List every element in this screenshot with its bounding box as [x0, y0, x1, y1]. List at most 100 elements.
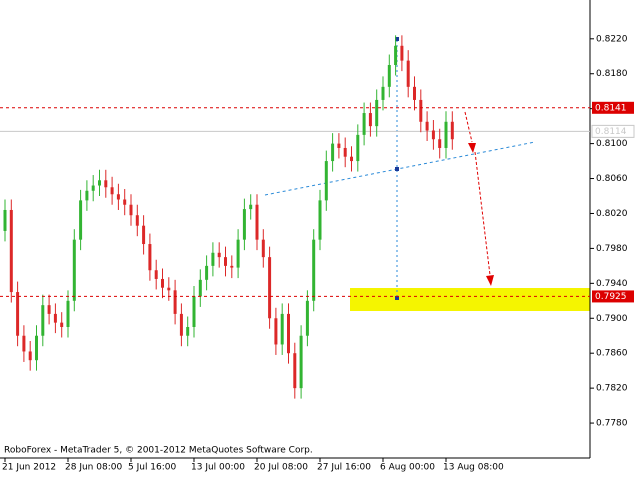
candle-body: [72, 239, 76, 301]
candle-body: [394, 45, 398, 66]
x-tick-label: 13 Jul 00:00: [191, 463, 245, 473]
candle-body: [9, 209, 13, 293]
candle-body: [179, 313, 183, 336]
candle-body: [142, 225, 146, 245]
candle-body: [318, 200, 322, 240]
candle-body: [331, 143, 335, 162]
y-tick-label: 0.8060: [596, 174, 628, 184]
candle-body: [431, 130, 435, 140]
y-tick-label: 0.7980: [596, 244, 628, 254]
level-label-box: [592, 290, 634, 303]
candle-body: [419, 99, 423, 122]
candle-body: [362, 113, 366, 135]
candle-body: [91, 185, 95, 191]
candle-body: [129, 204, 133, 216]
y-tick-label: 0.7860: [596, 349, 628, 359]
candle-body: [444, 121, 448, 148]
candle-body: [104, 180, 108, 188]
candle-body: [53, 313, 57, 323]
candle-body: [236, 239, 240, 268]
x-tick-label: 20 Jul 08:00: [254, 463, 308, 473]
candle-body: [305, 300, 309, 336]
x-tick-label: 28 Jun 08:00: [65, 463, 122, 473]
y-tick-label: 0.8100: [596, 139, 628, 149]
point: [395, 37, 399, 41]
copyright: RoboForex - MetaTrader 5, © 2001-2012 Me…: [4, 446, 313, 456]
candle-body: [154, 270, 158, 279]
candle-body: [293, 353, 297, 389]
candle-body: [450, 121, 454, 140]
candle-body: [135, 215, 139, 226]
candle-body: [337, 143, 341, 148]
candle-body: [16, 292, 20, 336]
y-tick-label: 0.7820: [596, 384, 628, 394]
y-tick-label: 0.7940: [596, 279, 628, 289]
candle-body: [217, 252, 221, 258]
candle-body: [186, 327, 190, 336]
y-tick-label: 0.8180: [596, 69, 628, 79]
candle-body: [3, 209, 7, 231]
x-tick-label: 21 Jun 2012: [2, 463, 56, 473]
bid-label: 0.8114: [595, 127, 627, 137]
candle-body: [381, 86, 385, 100]
candle-body: [350, 156, 353, 162]
candle-body: [400, 45, 404, 61]
candle-body: [85, 190, 89, 201]
candle-body: [148, 244, 152, 271]
candle-body: [324, 161, 328, 201]
candle-body: [406, 60, 410, 87]
candle-body: [230, 265, 234, 268]
forecast-arrow: [464, 111, 473, 143]
bid-label-box: [591, 124, 635, 138]
candle-body: [287, 313, 290, 354]
y-tick-label: 0.8020: [596, 209, 628, 219]
candle-body: [242, 209, 246, 240]
candle-body: [192, 296, 196, 328]
candle-body: [375, 99, 379, 127]
arrow-head: [468, 143, 476, 153]
candle-body: [274, 318, 278, 345]
candle-body: [173, 290, 177, 314]
level-label: 0.7925: [595, 292, 627, 302]
candle-body: [47, 305, 51, 314]
level-label-box: [592, 101, 634, 114]
candle-body: [205, 265, 209, 280]
x-tick-label: 13 Aug 08:00: [443, 463, 504, 473]
candle-body: [35, 335, 38, 361]
candle-body: [198, 279, 202, 297]
candle-body: [249, 204, 253, 210]
candle-body: [98, 180, 101, 186]
candle-body: [22, 335, 26, 352]
forecast-arrow: [474, 151, 491, 276]
candle-body: [41, 305, 45, 336]
candle-body: [343, 147, 347, 157]
candle-body: [425, 121, 429, 131]
y-tick-label: 0.7780: [596, 419, 628, 429]
candle-body: [211, 252, 215, 266]
x-tick-label: 27 Jul 16:00: [317, 463, 371, 473]
candle-body: [224, 257, 227, 266]
candle-body: [110, 187, 114, 195]
candle-body: [28, 351, 32, 361]
candle-body: [413, 86, 416, 100]
point: [395, 296, 399, 300]
arrow-head: [486, 275, 494, 286]
y-tick-label: 0.8220: [596, 34, 628, 44]
candle-body: [123, 199, 127, 205]
candle-body: [161, 278, 164, 288]
target-zone: [350, 288, 590, 311]
candle-body: [167, 287, 171, 291]
candle-body: [280, 313, 284, 345]
candle-body: [66, 300, 70, 328]
x-tick-label: 5 Jul 16:00: [128, 463, 177, 473]
candle-body: [268, 257, 272, 319]
candle-body: [261, 239, 265, 258]
y-tick-label: 0.7900: [596, 314, 628, 324]
candle-body: [312, 239, 316, 301]
candle-body: [116, 194, 120, 200]
trend-line: [264, 141, 536, 196]
candle-body: [387, 65, 391, 87]
candle-body: [299, 335, 303, 389]
x-tick-label: 6 Aug 00:00: [380, 463, 435, 473]
